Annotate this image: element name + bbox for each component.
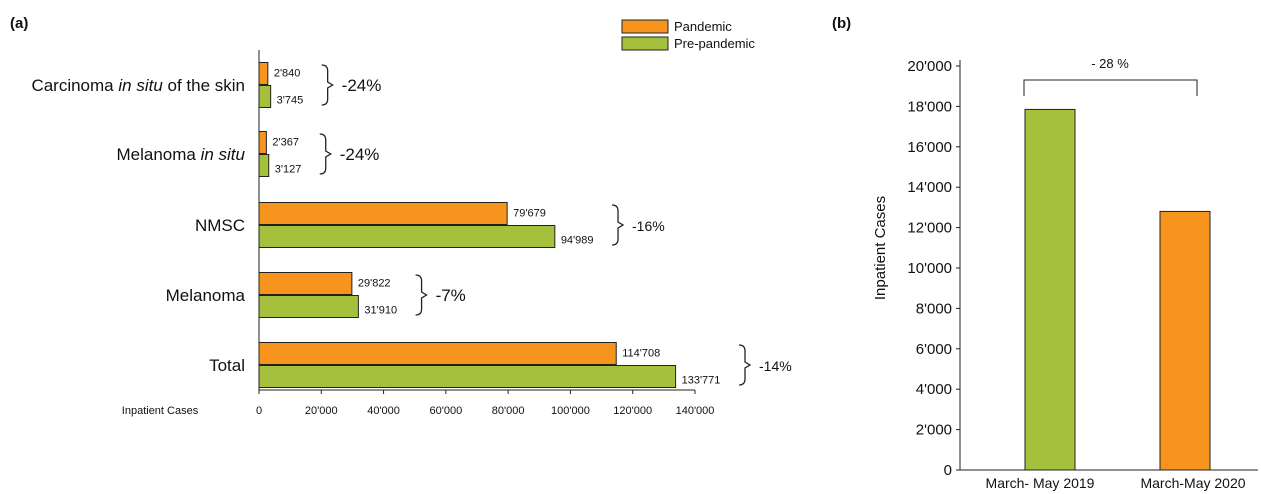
change-bracket	[319, 133, 333, 175]
category-label: Total	[209, 356, 245, 375]
vertical-bar-chart: 0 2'000 4'000 6'000 8'000 10'000 12'000 14'000 1…	[872, 56, 1258, 491]
change-bracket	[611, 204, 625, 246]
chart-legend: Pandemic Pre-pandemic	[621, 19, 755, 51]
bar-pandemic	[258, 342, 617, 365]
category-label: Melanoma in situ	[116, 145, 245, 164]
bar-pandemic	[258, 62, 269, 85]
y-tick-label: 8'000	[916, 300, 952, 317]
comparison-label: - 28 %	[1091, 56, 1129, 71]
data-label: 2'367	[272, 137, 299, 149]
x-tick-label: 140'000	[676, 405, 715, 417]
bar-2020	[1159, 210, 1211, 471]
change-label: -24%	[342, 76, 382, 95]
change-label: -14%	[759, 358, 792, 374]
data-label: 94'989	[561, 235, 594, 247]
y-tick-label: 16'000	[907, 139, 952, 156]
data-label: 114'708	[622, 348, 660, 360]
category-label: NMSC	[195, 216, 245, 235]
y-tick-label: 10'000	[907, 260, 952, 277]
data-label: 133'771	[682, 375, 721, 387]
x-tick-label: 20'000	[305, 405, 338, 417]
x-tick-label: 120'000	[613, 405, 652, 417]
x-tick-label: 80'000	[492, 405, 525, 417]
bar-pandemic	[258, 131, 267, 154]
panel-label-b: (b)	[832, 15, 851, 32]
bar-pre-pandemic	[258, 295, 359, 318]
data-label: 3'745	[277, 95, 304, 107]
change-bracket	[415, 274, 428, 316]
panel-label-a: (a)	[10, 15, 28, 32]
bar-pandemic	[258, 272, 353, 295]
y-tick-label: 18'000	[907, 98, 952, 115]
data-label: 79'679	[513, 208, 546, 220]
comparison-bracket	[1023, 79, 1198, 96]
change-bracket	[738, 344, 752, 386]
category-label: Melanoma	[166, 286, 246, 305]
bar-pre-pandemic	[258, 85, 272, 108]
y-tick-label: 2'000	[916, 422, 952, 439]
x-tick-label: 40'000	[367, 405, 400, 417]
change-label: -24%	[340, 145, 380, 164]
bar-2019	[1024, 108, 1076, 471]
horizontal-bar-chart: 0 20'000 40'000 60'000 80'000 100'000 120'000 1…	[31, 50, 792, 417]
legend-swatch-pandemic	[621, 19, 669, 34]
data-label: 31'910	[364, 305, 397, 317]
bar-pre-pandemic	[258, 365, 677, 388]
x-tick-label: 100'000	[551, 405, 590, 417]
y-tick-label: 4'000	[916, 381, 952, 398]
x-category-label: March- May 2019	[986, 475, 1095, 491]
y-axis-title: Inpatient Cases	[872, 196, 889, 300]
change-label: -16%	[632, 218, 665, 234]
x-tick-label: 0	[256, 405, 262, 417]
legend-label: Pandemic	[674, 19, 732, 34]
x-category-label: March-May 2020	[1140, 475, 1245, 491]
legend-label: Pre-pandemic	[674, 36, 755, 51]
y-tick-label: 20'000	[907, 58, 952, 75]
x-tick-label: 60'000	[430, 405, 463, 417]
bar-pre-pandemic	[258, 225, 556, 248]
data-label: 29'822	[358, 278, 391, 290]
category-label: Carcinoma in situ of the skin	[31, 76, 245, 95]
y-tick-label: 0	[944, 462, 952, 479]
bar-pandemic	[258, 202, 508, 225]
change-label: -7%	[436, 286, 466, 305]
data-label: 2'840	[274, 68, 301, 80]
y-tick-label: 12'000	[907, 220, 952, 237]
y-tick-label: 14'000	[907, 179, 952, 196]
change-bracket	[321, 64, 334, 106]
data-label: 3'127	[275, 164, 302, 176]
bar-pre-pandemic	[258, 154, 270, 177]
y-tick-label: 6'000	[916, 341, 952, 358]
legend-swatch-pre-pandemic	[621, 36, 669, 51]
x-axis-title: Inpatient Cases	[122, 405, 199, 417]
